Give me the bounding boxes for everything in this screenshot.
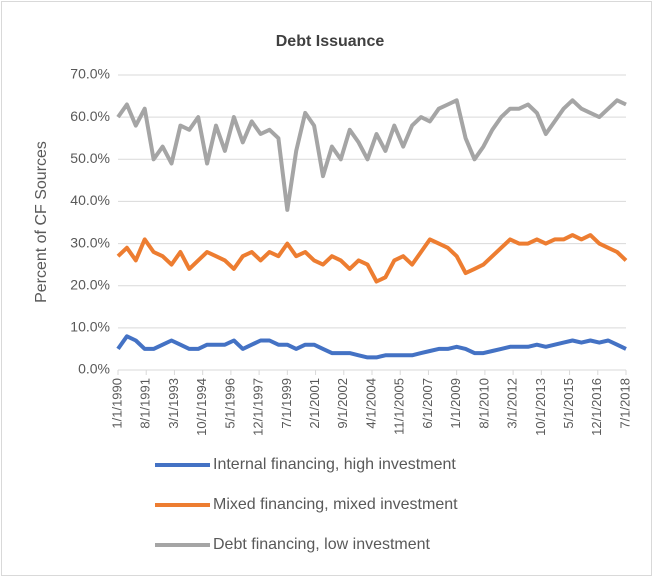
x-tick-label: 10/1/1994 bbox=[194, 378, 209, 436]
x-tick-label: 6/1/2007 bbox=[420, 378, 435, 429]
y-tick-label: 30.0% bbox=[70, 234, 110, 250]
legend-label: Mixed financing, mixed investment bbox=[213, 496, 458, 513]
x-tick-label: 1/1/2009 bbox=[448, 378, 463, 429]
x-tick-label: 8/1/2010 bbox=[476, 378, 491, 429]
series-line bbox=[116, 98, 627, 212]
y-tick-label: 10.0% bbox=[70, 319, 110, 335]
chart-title: Debt Issuance bbox=[276, 33, 385, 50]
x-tick-label: 5/1/1996 bbox=[222, 378, 237, 429]
legend-label: Debt financing, low investment bbox=[213, 536, 431, 553]
x-tick-label: 1/1/1990 bbox=[109, 378, 124, 429]
x-tick-label: 2/1/2001 bbox=[307, 378, 322, 429]
legend-label: Internal financing, high investment bbox=[213, 456, 456, 473]
x-tick-label: 12/1/2016 bbox=[589, 378, 604, 436]
x-tick-label: 12/1/1997 bbox=[251, 378, 266, 436]
x-tick-label: 10/1/2013 bbox=[533, 378, 548, 436]
series-line bbox=[116, 233, 628, 284]
x-tick-label: 8/1/1991 bbox=[138, 378, 153, 429]
y-tick-label: 60.0% bbox=[70, 108, 110, 124]
y-axis-label: Percent of CF Sources bbox=[33, 141, 50, 303]
x-tick-label: 7/1/1999 bbox=[279, 378, 294, 429]
x-tick-label: 7/1/2018 bbox=[617, 378, 632, 429]
y-tick-label: 50.0% bbox=[70, 150, 110, 166]
y-tick-label: 0.0% bbox=[78, 361, 110, 377]
y-tick-label: 20.0% bbox=[70, 276, 110, 292]
x-tick-label: 4/1/2004 bbox=[363, 378, 378, 429]
x-tick-label: 3/1/2012 bbox=[505, 378, 520, 429]
series-line bbox=[116, 334, 627, 360]
x-tick-label: 11/1/2005 bbox=[392, 378, 407, 435]
y-tick-label: 40.0% bbox=[70, 192, 110, 208]
x-tick-label: 5/1/2015 bbox=[561, 378, 576, 429]
x-tick-label: 3/1/1993 bbox=[166, 378, 181, 429]
x-tick-label: 9/1/2002 bbox=[335, 378, 350, 429]
y-tick-label: 70.0% bbox=[70, 66, 110, 82]
